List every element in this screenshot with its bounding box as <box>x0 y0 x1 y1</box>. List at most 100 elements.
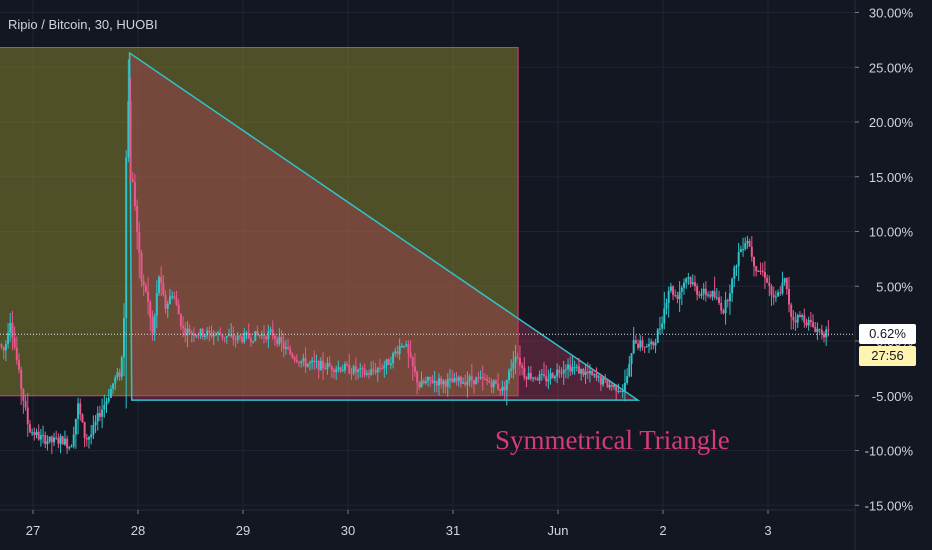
candle-body <box>479 376 482 378</box>
candle-body <box>109 388 112 398</box>
candle-body <box>114 377 117 384</box>
candle-body <box>350 373 353 375</box>
candle-body <box>617 390 620 392</box>
candle-body <box>311 360 314 363</box>
candle-body <box>376 367 379 373</box>
candle-body <box>184 328 187 336</box>
time-axis-label: 28 <box>131 523 145 538</box>
candle-body <box>330 366 333 371</box>
candle-body <box>243 332 246 342</box>
candle-body <box>291 354 294 358</box>
candle-body <box>383 365 386 369</box>
candle-body <box>319 360 322 371</box>
candle-body <box>144 285 147 292</box>
candle-body <box>650 341 653 345</box>
candle-body <box>245 332 248 334</box>
candle-body <box>505 380 508 391</box>
candle-body <box>610 384 613 387</box>
symmetrical-triangle[interactable] <box>128 51 641 401</box>
range-rectangle[interactable] <box>0 47 519 397</box>
candle-body <box>604 377 607 380</box>
candle-body <box>282 342 285 349</box>
candle-body <box>260 334 263 336</box>
candle-body <box>263 334 265 337</box>
candle-body <box>182 326 185 329</box>
candle-body <box>352 366 355 374</box>
candle-body <box>160 276 163 283</box>
candle-body <box>225 335 228 338</box>
candle-body <box>527 372 530 380</box>
candle-body <box>724 300 727 314</box>
candle-body <box>448 378 451 380</box>
candle-body <box>328 363 331 367</box>
candle-body <box>11 323 14 338</box>
candle-body <box>103 404 106 410</box>
candle-body <box>293 357 296 360</box>
candle-body <box>33 432 36 435</box>
candle-body <box>523 367 526 378</box>
candle-body <box>368 373 370 375</box>
candle-body <box>514 356 517 363</box>
candle-body <box>661 323 664 329</box>
candle-body <box>774 296 777 298</box>
candle-body <box>411 357 414 367</box>
candle-body <box>807 319 810 326</box>
candle-body <box>466 381 469 385</box>
candle-body <box>444 380 447 387</box>
candle-body <box>35 431 38 435</box>
candle-body <box>249 338 252 342</box>
candle-body <box>199 329 202 336</box>
candle-body <box>37 431 40 440</box>
candle-body <box>101 409 104 417</box>
candle-body <box>468 376 471 382</box>
candle-body <box>140 252 143 281</box>
candle-body <box>315 361 318 363</box>
candle-body <box>728 293 731 302</box>
candle-body <box>105 401 108 405</box>
candle-body <box>628 363 631 377</box>
candle-body <box>645 346 648 348</box>
candle-body <box>96 413 99 422</box>
price-axis-label: 30.00% <box>869 6 914 21</box>
candle-body <box>308 362 311 364</box>
candle-body <box>363 368 366 375</box>
candle-body <box>739 249 742 253</box>
candle-body <box>142 280 145 286</box>
candle-body <box>381 367 384 369</box>
candle-body <box>98 413 101 417</box>
candle-body <box>339 367 342 372</box>
candle-body <box>407 344 410 354</box>
candle-body <box>252 341 255 343</box>
candle-body <box>580 368 583 374</box>
candle-body <box>238 335 241 337</box>
candle-body <box>814 326 817 333</box>
candle-body <box>488 380 491 383</box>
candle-body <box>551 373 554 379</box>
candle-body <box>230 334 233 336</box>
candle-body <box>733 267 736 279</box>
candle-body <box>313 360 316 363</box>
candle-body <box>118 372 121 377</box>
candle-body <box>648 344 650 347</box>
candle-body <box>571 367 574 372</box>
candle-body <box>812 322 815 327</box>
candle-body <box>798 315 801 318</box>
candle-body <box>424 380 427 384</box>
candle-body <box>737 252 740 267</box>
candle-body <box>510 368 513 371</box>
candle-body <box>280 336 283 343</box>
candle-body <box>606 379 609 388</box>
candle-body <box>131 179 134 183</box>
candle-body <box>31 432 34 434</box>
candle-body <box>136 205 139 233</box>
candle-body <box>359 367 362 370</box>
candle-body <box>532 377 535 379</box>
candle-body <box>442 380 445 385</box>
pattern-annotation[interactable]: Symmetrical Triangle <box>495 425 730 455</box>
candle-body <box>346 363 349 366</box>
candle-body <box>827 329 830 331</box>
candle-body <box>790 304 793 317</box>
candle-body <box>221 335 224 338</box>
candle-body <box>750 246 753 257</box>
